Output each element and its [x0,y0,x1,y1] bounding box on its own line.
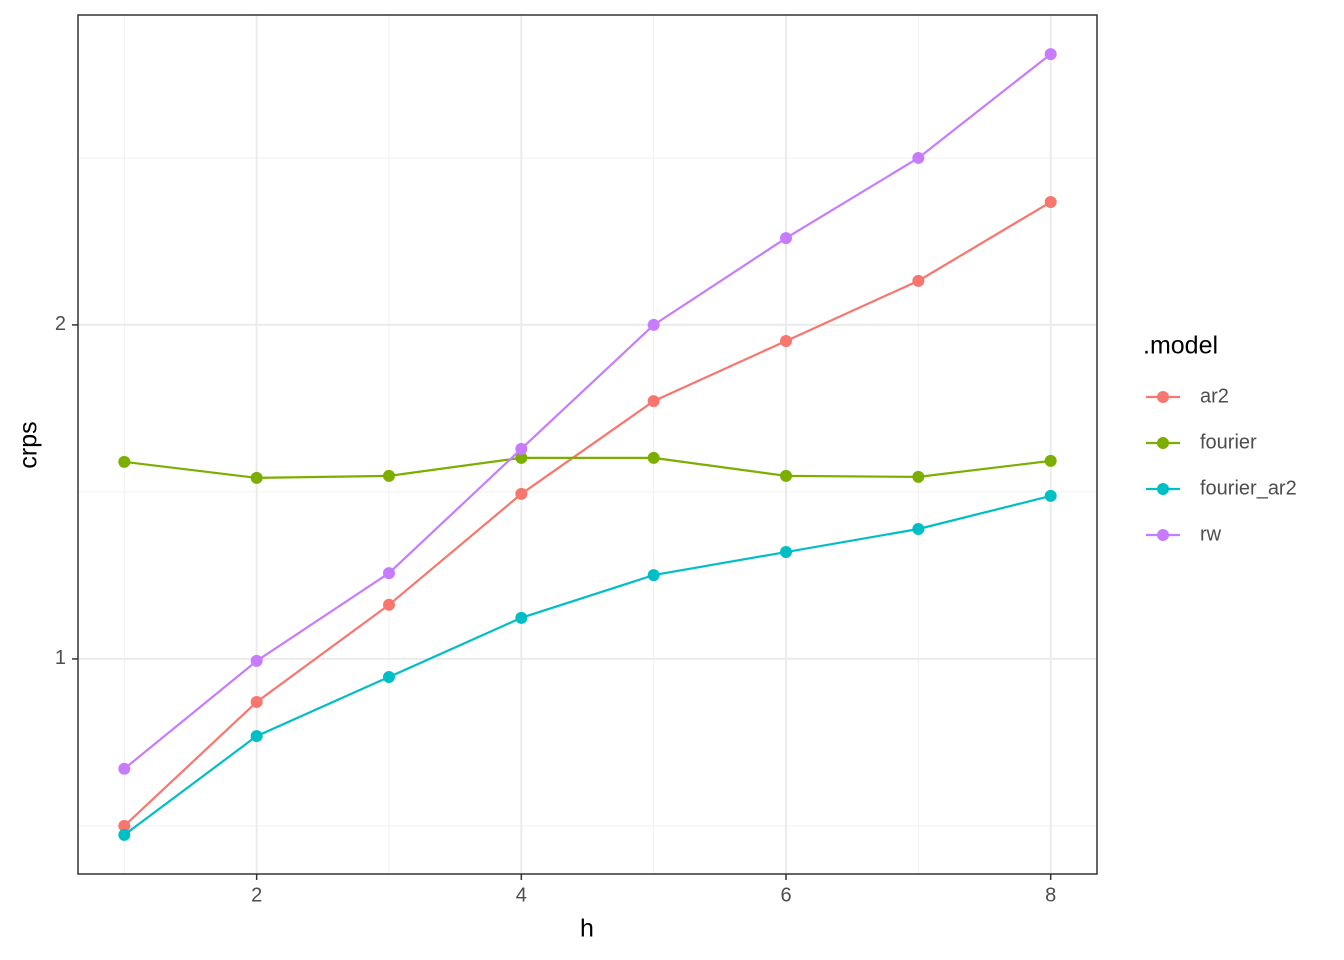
point [515,442,528,455]
legend-label: rw [1200,523,1222,545]
panel-border [77,14,1098,875]
legend-label: fourier [1200,431,1257,453]
legend-key-point [1157,391,1169,403]
point [118,819,131,832]
y-tick-label: 1 [55,647,66,669]
series-line [123,201,1052,827]
point [118,455,131,468]
point [647,318,660,331]
point [780,546,793,559]
point [1044,454,1057,467]
legend-label: fourier_ar2 [1200,477,1297,499]
y-tick-label: 2 [55,313,66,335]
point [250,654,263,667]
point [382,567,395,580]
point [912,151,925,164]
point [1044,489,1057,502]
series-line [123,494,1051,836]
series-line [124,456,1051,479]
x-tick-label: 2 [251,884,262,906]
point [912,522,925,535]
x-tick-label: 6 [780,884,791,906]
point [118,828,131,841]
point [780,334,793,347]
point [382,598,395,611]
legend-label: ar2 [1200,385,1229,407]
x-tick-label: 4 [516,884,527,906]
point [780,232,793,245]
y-axis-title: crps [15,421,43,468]
point [515,611,528,624]
series-line [123,53,1052,770]
point [250,471,263,484]
point [382,469,395,482]
legend-title: .model [1143,332,1218,360]
point [1044,48,1057,61]
point [647,451,660,464]
point [250,730,263,743]
point [780,469,793,482]
legend-key-point [1157,437,1169,449]
point [912,274,925,287]
point [515,487,528,500]
point [250,695,263,708]
x-tick-label: 8 [1045,884,1056,906]
legend-key-point [1157,529,1169,541]
x-axis-title: h [580,915,594,943]
point [912,470,925,483]
point [515,451,528,464]
point [647,395,660,408]
point [382,670,395,683]
point [1044,196,1057,209]
legend-key-point [1157,483,1169,495]
point [118,762,131,775]
point [647,569,660,582]
